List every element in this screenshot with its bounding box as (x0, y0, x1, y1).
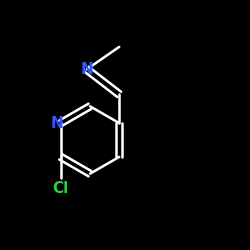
Text: N: N (51, 116, 64, 130)
Text: N: N (80, 62, 93, 77)
Text: Cl: Cl (53, 180, 69, 196)
